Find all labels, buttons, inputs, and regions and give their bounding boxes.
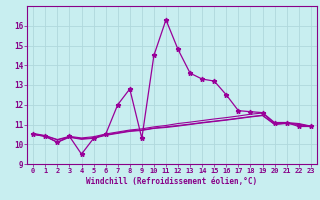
X-axis label: Windchill (Refroidissement éolien,°C): Windchill (Refroidissement éolien,°C) (86, 177, 258, 186)
